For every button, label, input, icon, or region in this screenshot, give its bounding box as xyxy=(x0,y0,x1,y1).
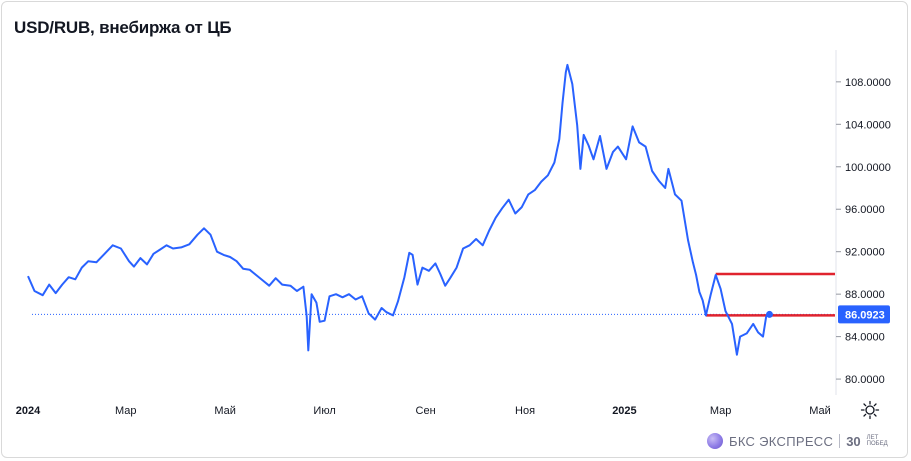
x-tick-label: Июл xyxy=(313,405,335,417)
x-tick-label: Мар xyxy=(115,405,137,417)
x-tick-label: Сен xyxy=(416,405,436,417)
y-tick-label: 84.0000 xyxy=(845,332,885,344)
x-axis-ticks: 2024 Мар Май Июл Сен Ноя 2025 Мар Май xyxy=(16,405,831,417)
x-tick-label: 2024 xyxy=(16,405,41,417)
bcs-logo-icon xyxy=(707,433,723,449)
x-tick-label: Май xyxy=(214,405,236,417)
brand-footer: БКС ЭКСПРЕСС 30 ЛЕТ ПОБЕД xyxy=(707,431,889,451)
last-price-badge: 86.0923 xyxy=(838,305,890,324)
anniversary-number: 30 xyxy=(846,433,861,449)
y-tick-label: 96.0000 xyxy=(845,204,885,216)
usd-rub-series-line[interactable] xyxy=(27,63,771,356)
last-point-marker[interactable] xyxy=(765,310,773,318)
brand-name: БКС ЭКСПРЕСС xyxy=(729,433,834,449)
x-tick-label: 2025 xyxy=(612,405,636,417)
y-tick-label: 100.0000 xyxy=(845,162,891,174)
y-tick-label: 80.0000 xyxy=(845,374,885,386)
chart-title: USD/RUB, внебиржа от ЦБ xyxy=(14,18,232,37)
gear-icon[interactable] xyxy=(860,400,880,420)
x-tick-label: Ноя xyxy=(515,405,535,417)
last-price-label: 86.0923 xyxy=(845,309,885,321)
anniversary-caption: ЛЕТ ПОБЕД xyxy=(866,435,888,447)
y-tick-label: 104.0000 xyxy=(845,119,891,131)
brand-divider xyxy=(839,434,841,448)
y-tick-label: 88.0000 xyxy=(845,289,885,301)
y-tick-label: 92.0000 xyxy=(845,247,885,259)
x-tick-label: Мар xyxy=(710,405,732,417)
x-tick-label: Май xyxy=(809,405,831,417)
y-tick-label: 108.0000 xyxy=(845,77,891,89)
y-axis-ticks: 80.0000 84.0000 88.0000 92.0000 96.0000 100.0… xyxy=(836,77,891,386)
